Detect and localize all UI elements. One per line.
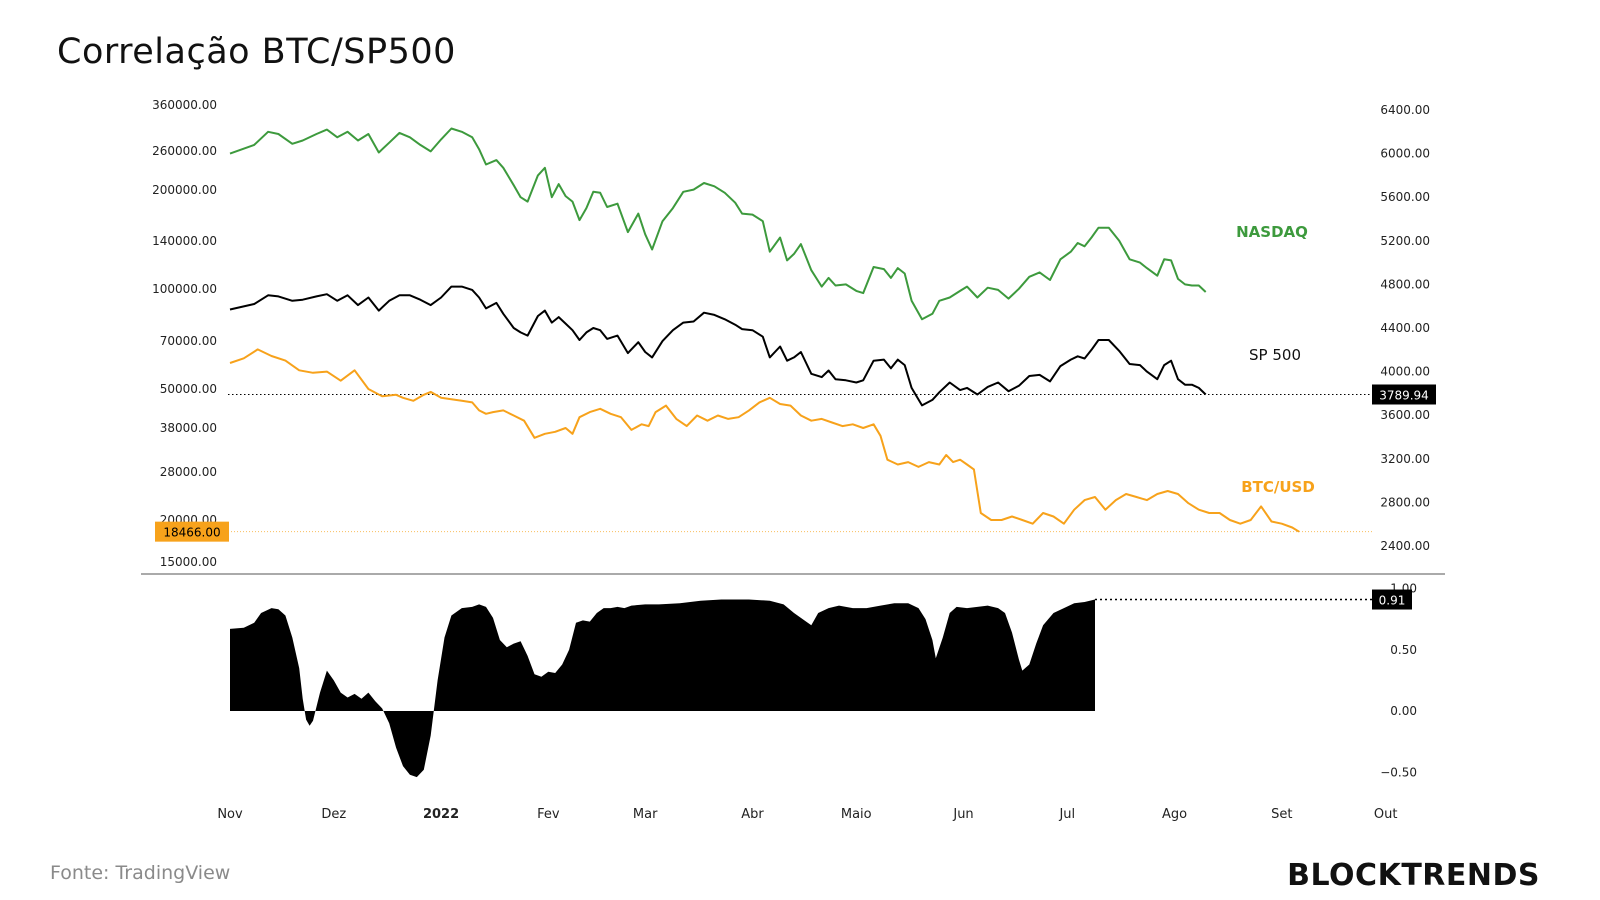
left-axis-tick-label: 15000.00	[160, 555, 217, 569]
sp500-label: SP 500	[1249, 346, 1301, 364]
btc-label: BTC/USD	[1241, 478, 1315, 496]
right-axis-tick-label: 6000.00	[1380, 147, 1430, 161]
right-axis-tick-label: 2800.00	[1380, 495, 1430, 509]
right-axis-tick-label: 5600.00	[1380, 190, 1430, 204]
left-axis-tick-label: 70000.00	[160, 334, 217, 348]
left-axis-tick-label: 38000.00	[160, 421, 217, 435]
nasdaq-line	[229, 127, 1207, 321]
sp500-value-tag-text: 3789.94	[1379, 388, 1429, 402]
left-axis-tick-label: 200000.00	[152, 183, 217, 197]
btc-value-tag-text: 18466.00	[163, 526, 220, 540]
series-layer: NASDAQ SP 500 BTC/USD	[229, 127, 1315, 778]
sp500-line	[229, 285, 1207, 407]
nasdaq-label: NASDAQ	[1236, 223, 1308, 241]
right-axis-tick-label: 4400.00	[1380, 321, 1430, 335]
tags-layer: 3789.94 18466.00 0.91	[155, 384, 1436, 610]
btc-line	[229, 348, 1300, 533]
x-axis-tick-label: Dez	[321, 807, 346, 822]
x-axis-tick-label: Ago	[1162, 807, 1187, 822]
source-caption: Fonte: TradingView	[50, 862, 231, 884]
axes-layer: 360000.00 260000.00 200000.00 140000.00 1000…	[141, 98, 1445, 822]
correlation-axis-tick-label: 0.00	[1390, 704, 1417, 718]
left-axis-tick-label: 28000.00	[160, 465, 217, 479]
x-axis-tick-label: Set	[1271, 807, 1292, 822]
left-axis-tick-label: 50000.00	[160, 382, 217, 396]
left-axis-tick-label: 140000.00	[152, 234, 217, 248]
x-axis-tick-label: Mar	[633, 807, 658, 822]
right-axis-tick-label: 2400.00	[1380, 539, 1430, 553]
x-axis-tick-label: Abr	[741, 807, 764, 822]
x-axis-tick-label: 2022	[423, 807, 459, 822]
left-axis-tick-label: 360000.00	[152, 98, 217, 112]
x-axis-tick-label: Maio	[841, 807, 872, 822]
sp500-value-tag	[1372, 384, 1436, 405]
x-axis-tick-label: Jul	[1058, 807, 1075, 822]
brand-logo: BLOCKTRENDS	[1287, 858, 1540, 893]
x-axis-tick-label: Jun	[952, 807, 973, 822]
right-axis-tick-label: 4000.00	[1380, 365, 1430, 379]
right-axis-tick-label: 3600.00	[1380, 408, 1430, 422]
correlation-axis-tick-label: −0.50	[1380, 765, 1417, 779]
left-axis-tick-label: 260000.00	[152, 144, 217, 158]
right-axis-tick-label: 4800.00	[1380, 277, 1430, 291]
x-axis-tick-label: Out	[1374, 807, 1398, 822]
correlation-value-tag	[1372, 589, 1412, 610]
btc-value-tag	[155, 521, 229, 542]
correlation-value-tag-text: 0.91	[1379, 594, 1406, 608]
x-axis-tick-label: Fev	[537, 807, 560, 822]
right-axis-tick-label: 3200.00	[1380, 452, 1430, 466]
x-axis-tick-label: Nov	[217, 807, 243, 822]
right-axis-tick-label: 5200.00	[1380, 234, 1430, 248]
chart-title: Correlação BTC/SP500	[57, 32, 456, 72]
correlation-axis-tick-label: 0.50	[1390, 643, 1417, 657]
correlation-area	[230, 599, 1095, 778]
left-axis-tick-label: 100000.00	[152, 282, 217, 296]
right-axis-tick-label: 6400.00	[1380, 103, 1430, 117]
